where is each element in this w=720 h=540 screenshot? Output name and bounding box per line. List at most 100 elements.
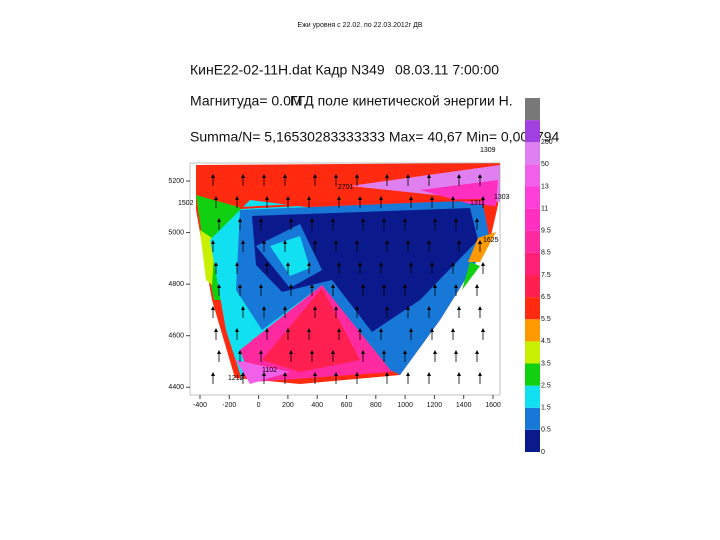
arrow-head xyxy=(403,218,407,222)
colorbar-label: 1.5 xyxy=(541,405,551,412)
arrow-head xyxy=(334,240,338,244)
arrow-head xyxy=(427,240,431,244)
arrow-head xyxy=(241,306,245,310)
arrow-head xyxy=(457,174,461,178)
arrow-head xyxy=(382,350,386,354)
arrow-head xyxy=(313,240,317,244)
arrow-head xyxy=(430,262,434,266)
arrow-head xyxy=(427,174,431,178)
contour-region xyxy=(252,208,478,332)
arrow-head xyxy=(454,218,458,222)
arrow-head xyxy=(241,240,245,244)
colorbar-band xyxy=(525,319,540,342)
colorbar-label: 3.5 xyxy=(541,360,551,367)
arrow-head xyxy=(361,218,365,222)
arrow-head xyxy=(286,328,290,332)
colorbar-band xyxy=(525,230,540,253)
station-label: 2701 xyxy=(338,184,354,191)
arrow-head xyxy=(385,306,389,310)
arrow-head xyxy=(283,372,287,376)
arrow-head xyxy=(478,174,482,178)
arrow-head xyxy=(355,240,359,244)
arrow-head xyxy=(265,196,269,200)
arrow-head xyxy=(289,218,293,222)
arrow-head xyxy=(310,284,314,288)
colorbar-label: 4.5 xyxy=(541,338,551,345)
x-tick-label: 200 xyxy=(282,402,294,409)
arrow-head xyxy=(379,262,383,266)
arrow-head xyxy=(214,262,218,266)
colorbar-band xyxy=(525,208,540,231)
station-label: 1625 xyxy=(483,237,499,244)
arrow-head xyxy=(241,372,245,376)
colorbar-band xyxy=(525,275,540,298)
arrow-head xyxy=(427,306,431,310)
arrow-head xyxy=(475,284,479,288)
colorbar-band xyxy=(525,363,540,386)
arrow-head xyxy=(475,350,479,354)
contour-region xyxy=(262,288,360,372)
x-tick-label: 1600 xyxy=(485,402,501,409)
arrow-head xyxy=(385,174,389,178)
arrow-head xyxy=(310,218,314,222)
station-label: 1303 xyxy=(494,194,510,201)
station-label: 1502 xyxy=(178,200,194,207)
colorbar-label: 11 xyxy=(541,205,548,212)
arrow-head xyxy=(430,328,434,332)
station-label: 1311 xyxy=(470,200,485,207)
colorbar-label: 13 xyxy=(541,183,549,190)
arrow-head xyxy=(478,306,482,310)
arrow-head xyxy=(334,372,338,376)
arrow-head xyxy=(451,328,455,332)
colorbar-label: 50 xyxy=(541,161,549,168)
arrow-head xyxy=(337,262,341,266)
arrow-head xyxy=(235,328,239,332)
arrow-head xyxy=(235,196,239,200)
arrow-head xyxy=(430,196,434,200)
arrow-head xyxy=(358,196,362,200)
y-tick-label: 4600 xyxy=(168,333,184,340)
arrow-head xyxy=(379,196,383,200)
colorbar-band xyxy=(525,252,540,275)
arrow-head xyxy=(481,262,485,266)
arrow-head xyxy=(238,350,242,354)
arrow-head xyxy=(211,372,215,376)
contour-region xyxy=(462,262,480,290)
arrow-head xyxy=(433,218,437,222)
contour-region xyxy=(468,232,496,262)
x-tick-label: 800 xyxy=(370,402,382,409)
colorbar-band xyxy=(525,385,540,408)
x-tick-label: 1000 xyxy=(397,402,413,409)
arrow-head xyxy=(409,196,413,200)
arrow-head xyxy=(259,350,263,354)
colorbar-band xyxy=(525,186,540,209)
arrow-head xyxy=(331,350,335,354)
colorbar-label: 5.5 xyxy=(541,316,551,323)
arrow-head xyxy=(313,174,317,178)
arrow-head xyxy=(358,328,362,332)
colorbar-label: 6.5 xyxy=(541,294,551,301)
arrow-head xyxy=(457,240,461,244)
arrow-head xyxy=(457,372,461,376)
arrow-head xyxy=(457,306,461,310)
plot-frame xyxy=(189,162,501,396)
summary: Summa/N= 5,16530283333333 Max= 40,67 Min… xyxy=(190,129,560,145)
y-tick-label: 5000 xyxy=(168,229,184,236)
arrow-head xyxy=(283,306,287,310)
arrow-head xyxy=(454,284,458,288)
arrow-head xyxy=(409,262,413,266)
arrow-head xyxy=(337,196,341,200)
arrow-head xyxy=(451,196,455,200)
x-tick-label: 400 xyxy=(311,402,323,409)
arrow-head xyxy=(238,284,242,288)
arrow-head xyxy=(211,306,215,310)
arrow-head xyxy=(433,284,437,288)
arrow-head xyxy=(385,240,389,244)
arrow-head xyxy=(211,240,215,244)
magnitude: Магнитуда= 0.0М xyxy=(190,93,303,109)
station-label: 1309 xyxy=(480,147,496,154)
colorbar-band xyxy=(525,164,540,187)
colorbar-label: 0 xyxy=(541,449,545,456)
arrow-head xyxy=(385,372,389,376)
